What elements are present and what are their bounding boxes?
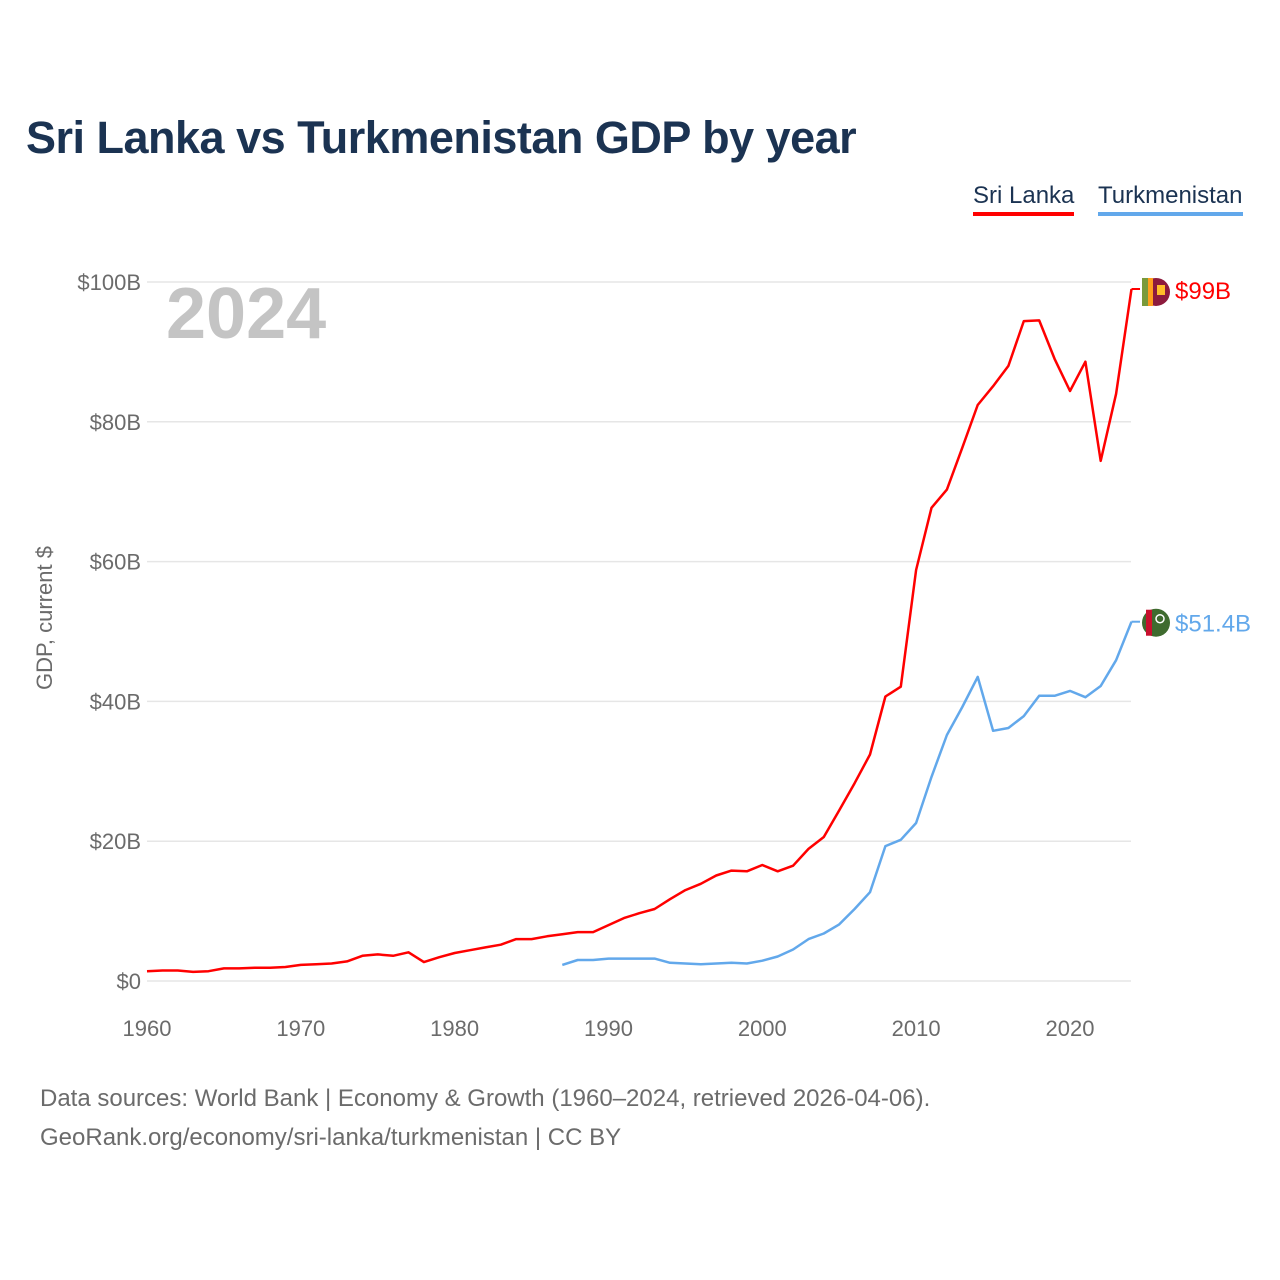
y-axis-label: GDP, current $ xyxy=(32,546,57,690)
x-tick-label: 2000 xyxy=(738,1016,787,1041)
end-value-label: $99B xyxy=(1175,278,1231,305)
x-tick-label: 1990 xyxy=(584,1016,633,1041)
y-tick-label: $100B xyxy=(77,270,141,295)
x-tick-label: 1960 xyxy=(123,1016,172,1041)
x-tick-label: 1970 xyxy=(276,1016,325,1041)
y-tick-label: $20B xyxy=(90,829,141,854)
x-tick-label: 2010 xyxy=(892,1016,941,1041)
chart-title: Sri Lanka vs Turkmenistan GDP by year xyxy=(26,112,857,163)
y-tick-label: $40B xyxy=(90,689,141,714)
series-line-turkmenistan xyxy=(561,621,1133,967)
y-tick-label: $80B xyxy=(90,410,141,435)
y-tick-label: $0 xyxy=(117,969,141,994)
flag-lion xyxy=(1157,284,1165,295)
footer-link[interactable]: GeoRank.org/economy/sri-lanka/turkmenist… xyxy=(40,1124,622,1151)
end-value-label: $51.4B xyxy=(1175,611,1251,638)
legend-turkmenistan[interactable]: Turkmenistan xyxy=(1098,182,1243,216)
year-label: 2024 xyxy=(166,274,326,354)
flag-stripe-green xyxy=(1142,277,1148,306)
flag-carpet-stripe xyxy=(1146,609,1152,636)
y-tick-label: $60B xyxy=(90,550,141,575)
x-tick-label: 2020 xyxy=(1045,1016,1094,1041)
x-tick-label: 1980 xyxy=(430,1016,479,1041)
legend-sri-lanka[interactable]: Sri Lanka xyxy=(973,182,1075,216)
footer-sources: Data sources: World Bank | Economy & Gro… xyxy=(40,1085,931,1112)
series-line-sri-lanka xyxy=(146,288,1133,974)
flag-stripe-orange xyxy=(1148,277,1153,306)
flag-crescent xyxy=(1155,613,1165,624)
